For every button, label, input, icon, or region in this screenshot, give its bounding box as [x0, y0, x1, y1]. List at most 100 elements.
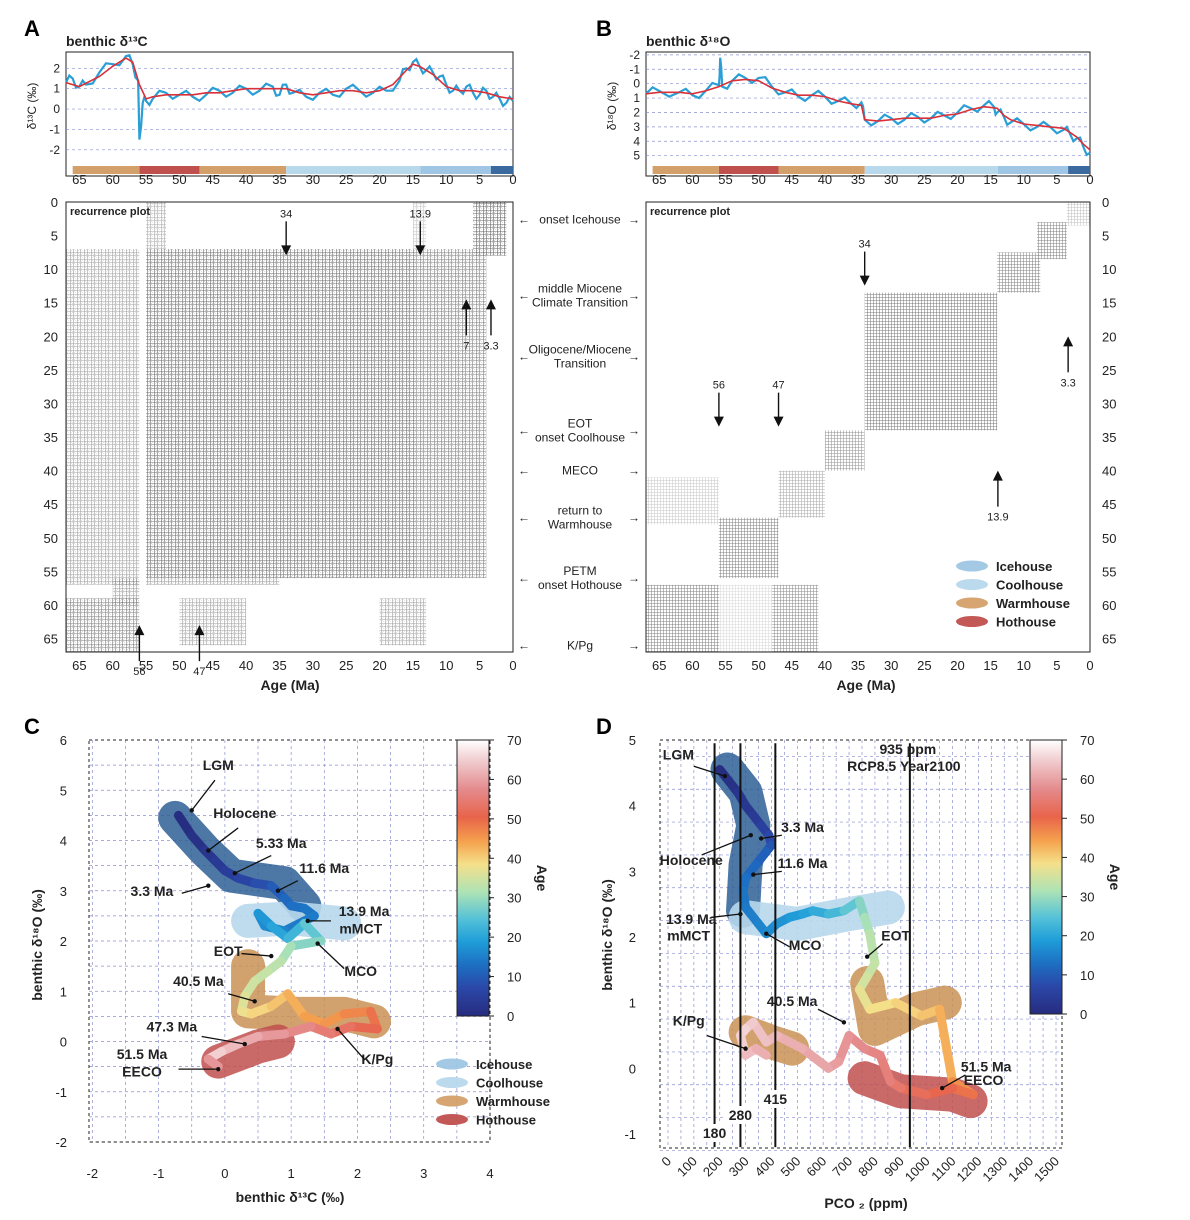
climate-event-label: PETM	[563, 564, 596, 578]
annotation-label: K/Pg	[673, 1013, 705, 1029]
age-tick-label-bottom: 50	[751, 658, 765, 673]
rp-ytick-label: 45	[44, 497, 58, 512]
age-tick-label-top: 40	[818, 172, 832, 187]
annotation-leader	[711, 913, 741, 918]
recurrence-block	[646, 584, 719, 652]
x-tick-label: 800	[855, 1154, 881, 1180]
y-tick-label: 6	[60, 733, 67, 748]
x-tick-label: 0	[658, 1154, 674, 1170]
y-tick-label: 2	[629, 930, 636, 945]
reference-line-label: 180	[703, 1125, 727, 1141]
age-tick-label-bottom: 15	[983, 658, 997, 673]
legend-label-hothouse: Hothouse	[476, 1113, 536, 1128]
y-tick-label: 5	[60, 783, 67, 798]
x-tick-label: 1100	[928, 1154, 958, 1184]
ts-ytick-label: 0	[53, 102, 60, 116]
arrow-label: 56	[133, 666, 145, 678]
climate-event-label: Oligocene/Miocene	[529, 342, 632, 356]
colorbar-tick-label: 20	[1080, 929, 1094, 944]
annotation-leader-tip	[864, 954, 870, 959]
rp-ytick-label: 35	[1102, 430, 1116, 445]
legend-swatch-coolhouse	[436, 1077, 468, 1088]
colorbar-tick-label: 60	[507, 772, 521, 787]
recurrence-block	[66, 598, 140, 652]
ts-ytick-label: 1	[633, 91, 640, 105]
event-arrow-right-icon: →	[628, 349, 640, 363]
age-tick-label-top: 55	[718, 172, 732, 187]
rp-ytick-label: 60	[44, 598, 58, 613]
age-tick-label-bottom: 10	[439, 658, 453, 673]
panel-d: D 0 100 200 300 400 500 600 700 800 9001000110012…	[596, 714, 1123, 1211]
annotation-leader-tip	[939, 1085, 945, 1091]
arrow-label: 34	[859, 239, 871, 251]
panel-a-label: A	[24, 16, 40, 41]
y-tick-label: 0	[60, 1035, 67, 1050]
annotation-label: 13.9 Ma	[666, 911, 717, 927]
annotation-leader-tip	[206, 883, 211, 888]
event-arrow-right-icon: →	[628, 638, 640, 652]
legend-swatch-warmhouse	[956, 597, 988, 609]
age-tick-label-top: 65	[72, 172, 86, 187]
arrow-head	[134, 625, 145, 636]
annotation-leader-tip	[216, 1066, 221, 1072]
annotation-leader	[866, 943, 884, 958]
trajectory-segment	[834, 1031, 854, 1067]
age-tick-label-bottom: 50	[172, 658, 186, 673]
arrow-head	[194, 625, 205, 636]
recurrence-block	[771, 584, 819, 652]
age-tick-label-bottom: 45	[785, 658, 799, 673]
rp-title: recurrence plot	[70, 206, 150, 218]
annotation-leader-tip	[189, 808, 194, 813]
event-arrow-right-icon: →	[628, 212, 640, 226]
arrow-head	[461, 299, 472, 310]
colorbar-gradient	[456, 739, 490, 1017]
age-tick-label-bottom: 45	[206, 658, 220, 673]
annotation-label: MCO	[789, 937, 822, 953]
trajectory-segment	[280, 1021, 316, 1039]
trajectory-segment	[865, 929, 880, 968]
age-tick-label-bottom: 25	[917, 658, 931, 673]
event-arrow-right-icon: →	[628, 464, 640, 478]
trajectory-segment	[798, 1044, 833, 1073]
event-arrow-right-icon: →	[628, 423, 640, 437]
colorbar-tick-label: 70	[507, 733, 521, 748]
recurrence-block	[279, 249, 417, 579]
recurrence-block	[778, 470, 825, 518]
age-tick-label-top: 25	[339, 172, 353, 187]
rp-frame	[65, 201, 514, 653]
age-tick-label-bottom: 20	[372, 658, 386, 673]
annotation-label: 3.3 Ma	[781, 819, 824, 835]
colorbar-tick-label: 0	[1080, 1007, 1087, 1022]
ts-ytick-label: 4	[633, 134, 640, 148]
x-tick-label: 100	[674, 1154, 700, 1180]
reference-line-label: 935 ppm	[879, 741, 936, 757]
reference-label-backdrop	[759, 1090, 792, 1108]
recurrence-block	[146, 249, 280, 579]
x-tick-label: 1000	[902, 1154, 933, 1185]
x-tick-label: 3	[420, 1166, 427, 1181]
legend-swatch-warmhouse	[436, 1095, 468, 1107]
age-tick-label-bottom: 60	[105, 658, 119, 673]
annotation-label: Holocene	[213, 805, 276, 821]
climate-state-bar-icehouse	[420, 166, 491, 174]
annotation-leader-tip	[305, 918, 310, 924]
rp-ytick-label: 30	[1102, 396, 1116, 411]
climate-state-bar-warmhouse	[652, 166, 719, 174]
x-tick-label: 1300	[979, 1154, 1010, 1185]
y-tick-label: 2	[60, 934, 67, 949]
age-tick-label-top: 15	[406, 172, 420, 187]
x-tick-label: 700	[829, 1154, 855, 1180]
y-tick-label: 5	[629, 733, 636, 748]
ts-smoothed-series	[645, 78, 1091, 151]
climate-event-label: middle Miocene	[538, 281, 622, 295]
event-arrow-right-icon: →	[628, 288, 640, 302]
trajectory-segment	[203, 1054, 223, 1072]
annotation-label: 5.33 Ma	[256, 835, 307, 851]
legend-label-icehouse: Icehouse	[476, 1057, 532, 1072]
age-tick-label-bottom: 25	[339, 658, 353, 673]
climate-event-label: Warmhouse	[548, 518, 613, 532]
trajectory-segment	[772, 1031, 808, 1054]
ts-ytick-label: -1	[49, 122, 60, 136]
annotation-label: 40.5 Ma	[767, 993, 818, 1009]
